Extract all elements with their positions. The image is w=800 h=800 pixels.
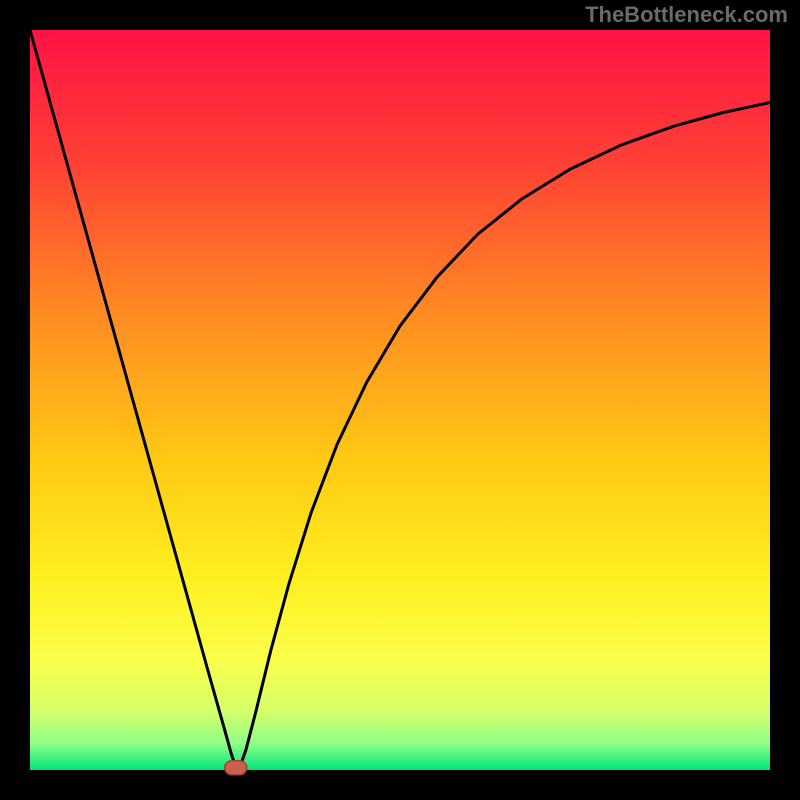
chart-svg bbox=[0, 0, 800, 800]
bottleneck-marker bbox=[225, 761, 247, 775]
plot-area bbox=[30, 30, 770, 770]
chart-canvas: TheBottleneck.com bbox=[0, 0, 800, 800]
